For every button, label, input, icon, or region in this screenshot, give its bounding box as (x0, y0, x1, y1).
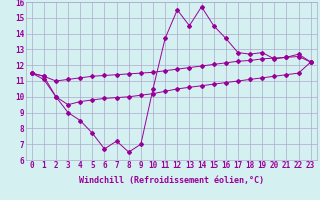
X-axis label: Windchill (Refroidissement éolien,°C): Windchill (Refroidissement éolien,°C) (79, 176, 264, 185)
